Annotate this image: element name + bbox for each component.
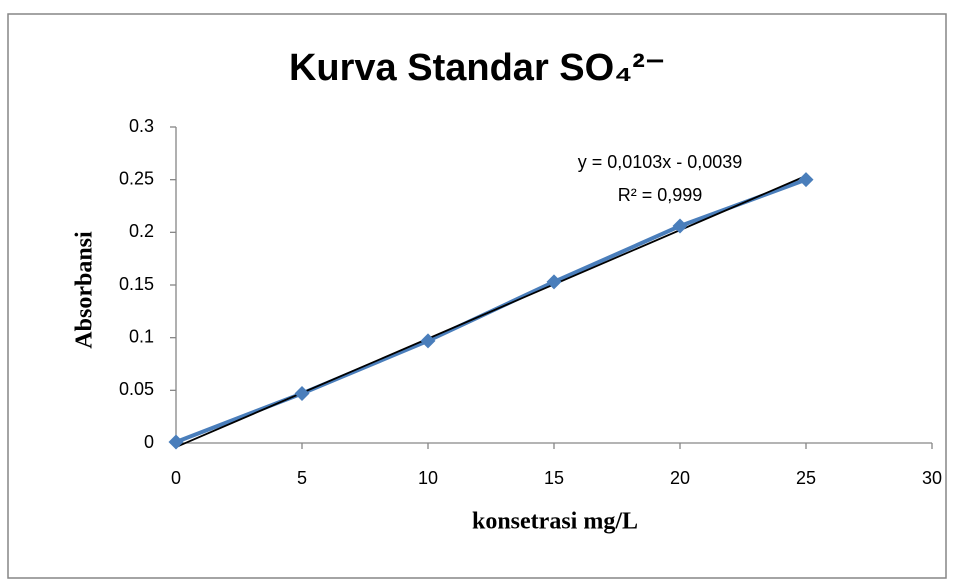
y-tick-label: 0.2 <box>129 221 154 241</box>
y-tick-label: 0.3 <box>129 116 154 136</box>
x-tick-label: 10 <box>418 468 438 488</box>
x-tick-label: 25 <box>796 468 816 488</box>
equation-label: y = 0,0103x - 0,0039 <box>578 152 743 172</box>
y-tick-label: 0.05 <box>119 379 154 399</box>
y-tick-label: 0 <box>144 432 154 452</box>
y-tick-label: 0.15 <box>119 274 154 294</box>
marker <box>672 218 688 234</box>
marker <box>168 434 184 450</box>
chart-title: Kurva Standar SO₄²⁻ <box>289 47 665 89</box>
x-tick-label: 15 <box>544 468 564 488</box>
marker <box>294 385 310 401</box>
y-axis-title: Absorbansi <box>72 231 98 349</box>
marker <box>546 274 562 290</box>
chart-border <box>7 13 947 579</box>
marker <box>798 172 814 188</box>
x-tick-label: 5 <box>297 468 307 488</box>
y-tick-label: 0.25 <box>119 168 154 188</box>
r-squared-label: R² = 0,999 <box>618 185 703 205</box>
x-tick-label: 0 <box>171 468 181 488</box>
x-axis-title: konsetrasi mg/L <box>472 509 638 535</box>
y-tick-label: 0.1 <box>129 326 154 346</box>
x-tick-label: 30 <box>922 468 942 488</box>
trendline <box>175 175 807 448</box>
x-tick-label: 20 <box>670 468 690 488</box>
marker <box>420 333 436 349</box>
